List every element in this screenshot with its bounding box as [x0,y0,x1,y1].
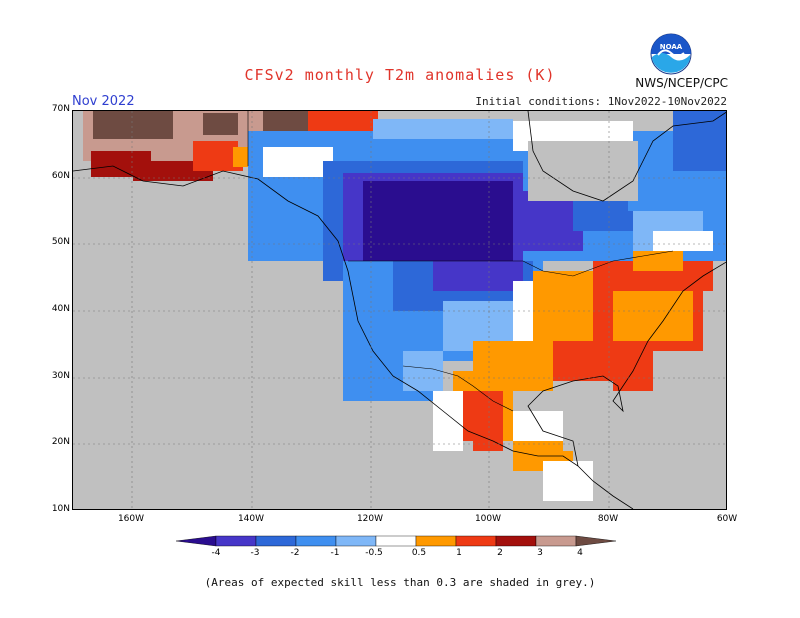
lat-label-40n: 40N [51,304,70,314]
colorbar-segment [455,535,497,547]
colorbar-label-neg05: -0.5 [365,548,383,558]
lon-label-80w: 80W [597,514,619,524]
lon-label-60w: 60W [716,514,738,524]
colorbar-segment [295,535,337,547]
colorbar-label-4: 4 [577,548,583,558]
lat-lon-gridlines [73,111,726,509]
lon-label-100w: 100W [474,514,502,524]
lat-label-70n: 70N [51,104,70,114]
colorbar-label-neg3: -3 [250,548,260,558]
lon-label-160w: 160W [117,514,145,524]
us-canada-border [348,250,674,277]
lat-label-50n: 50N [51,237,70,247]
lat-label-60n: 60N [51,171,70,181]
colorbar-label-neg2: -2 [290,548,300,558]
colorbar-label-2: 2 [497,548,503,558]
colorbar-segment [175,535,217,547]
us-mexico-border [402,365,514,412]
colorbar-label-05: 0.5 [411,548,427,558]
colorbar-segment [495,535,537,547]
forecast-month: Nov 2022 [72,94,135,109]
colorbar-segment [255,535,297,547]
map-canvas [73,111,726,509]
colorbar-label-1: 1 [456,548,462,558]
coastline [73,111,726,509]
skill-footnote: (Areas of expected skill less than 0.3 a… [204,576,596,589]
colorbar-label-neg1: -1 [330,548,340,558]
colorbar [175,535,617,547]
colorbar-segment [215,535,257,547]
lat-label-20n: 20N [51,437,70,447]
map-title: CFSv2 monthly T2m anomalies (K) [244,66,556,84]
lon-label-140w: 140W [237,514,265,524]
colorbar-segment [575,535,617,547]
lon-label-120w: 120W [356,514,384,524]
organization-label: NWS/NCEP/CPC [635,76,728,90]
noaa-logo: NOAA [650,33,692,75]
colorbar-segment [375,535,417,547]
anomaly-map [72,110,727,510]
colorbar-label-neg4: -4 [211,548,221,558]
colorbar-segment [535,535,577,547]
colorbar-label-3: 3 [537,548,543,558]
colorbar-segment [415,535,457,547]
lat-label-30n: 30N [51,371,70,381]
colorbar-segment [335,535,377,547]
lat-label-10n: 10N [51,504,70,514]
logo-text: NOAA [660,43,683,51]
initial-conditions: Initial conditions: 1Nov2022-10Nov2022 [475,95,727,108]
mexico-region [433,391,593,501]
